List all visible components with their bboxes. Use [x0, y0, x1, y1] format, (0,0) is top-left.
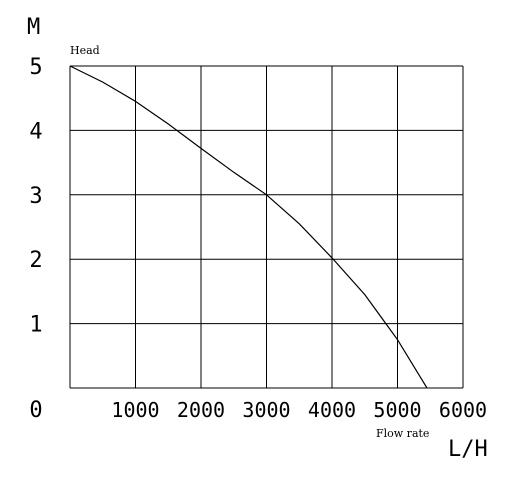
y-tick-label: 4 — [29, 119, 42, 144]
y-unit-label: M — [27, 15, 40, 40]
y-tick-labels: 0 1 2 3 4 5 — [29, 55, 42, 423]
y-tick-label: 2 — [29, 248, 42, 273]
x-unit-label: L/H — [448, 437, 488, 462]
x-tick-label: 4000 — [308, 398, 356, 422]
y-axis-label: Head — [70, 44, 100, 57]
x-axis-label: Flow rate — [376, 427, 429, 440]
grid — [69, 65, 464, 389]
x-tick-label: 1000 — [111, 398, 159, 422]
y-tick-label: 5 — [29, 55, 42, 80]
x-tick-label: 2000 — [177, 398, 225, 422]
y-tick-label: 3 — [29, 184, 42, 209]
x-tick-labels: 1000 2000 3000 4000 5000 6000 — [111, 398, 487, 422]
x-tick-label: 5000 — [373, 398, 421, 422]
series-line — [69, 65, 428, 389]
x-tick-label: 6000 — [439, 398, 487, 422]
y-tick-label: 1 — [29, 313, 42, 338]
x-tick-label: 3000 — [242, 398, 290, 422]
y-tick-label: 0 — [29, 398, 42, 423]
